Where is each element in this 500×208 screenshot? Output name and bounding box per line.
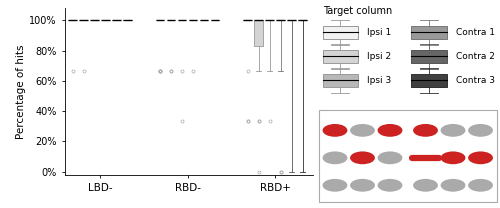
Circle shape <box>350 124 375 137</box>
Circle shape <box>350 179 375 192</box>
PathPatch shape <box>254 20 262 46</box>
Circle shape <box>350 151 375 164</box>
FancyBboxPatch shape <box>412 50 447 63</box>
Text: Contra 2: Contra 2 <box>456 52 494 61</box>
FancyBboxPatch shape <box>322 74 358 87</box>
Circle shape <box>378 124 402 137</box>
Text: Ipsi 3: Ipsi 3 <box>367 76 391 84</box>
Circle shape <box>322 179 347 192</box>
Circle shape <box>322 124 347 137</box>
Circle shape <box>413 124 438 137</box>
Text: Target column: Target column <box>322 6 392 16</box>
FancyBboxPatch shape <box>322 26 358 39</box>
Text: Ipsi 1: Ipsi 1 <box>367 28 391 37</box>
Circle shape <box>468 124 493 137</box>
Circle shape <box>440 151 466 164</box>
Circle shape <box>440 179 466 192</box>
Circle shape <box>378 151 402 164</box>
Circle shape <box>468 179 493 192</box>
Circle shape <box>378 179 402 192</box>
Text: Contra 1: Contra 1 <box>456 28 494 37</box>
Circle shape <box>413 179 438 192</box>
Text: Contra 3: Contra 3 <box>456 76 494 84</box>
Text: Ipsi 2: Ipsi 2 <box>367 52 391 61</box>
Circle shape <box>468 151 493 164</box>
FancyBboxPatch shape <box>322 50 358 63</box>
FancyBboxPatch shape <box>412 74 447 87</box>
FancyBboxPatch shape <box>412 26 447 39</box>
Y-axis label: Percentage of hits: Percentage of hits <box>16 44 26 139</box>
Circle shape <box>440 124 466 137</box>
Circle shape <box>322 151 347 164</box>
